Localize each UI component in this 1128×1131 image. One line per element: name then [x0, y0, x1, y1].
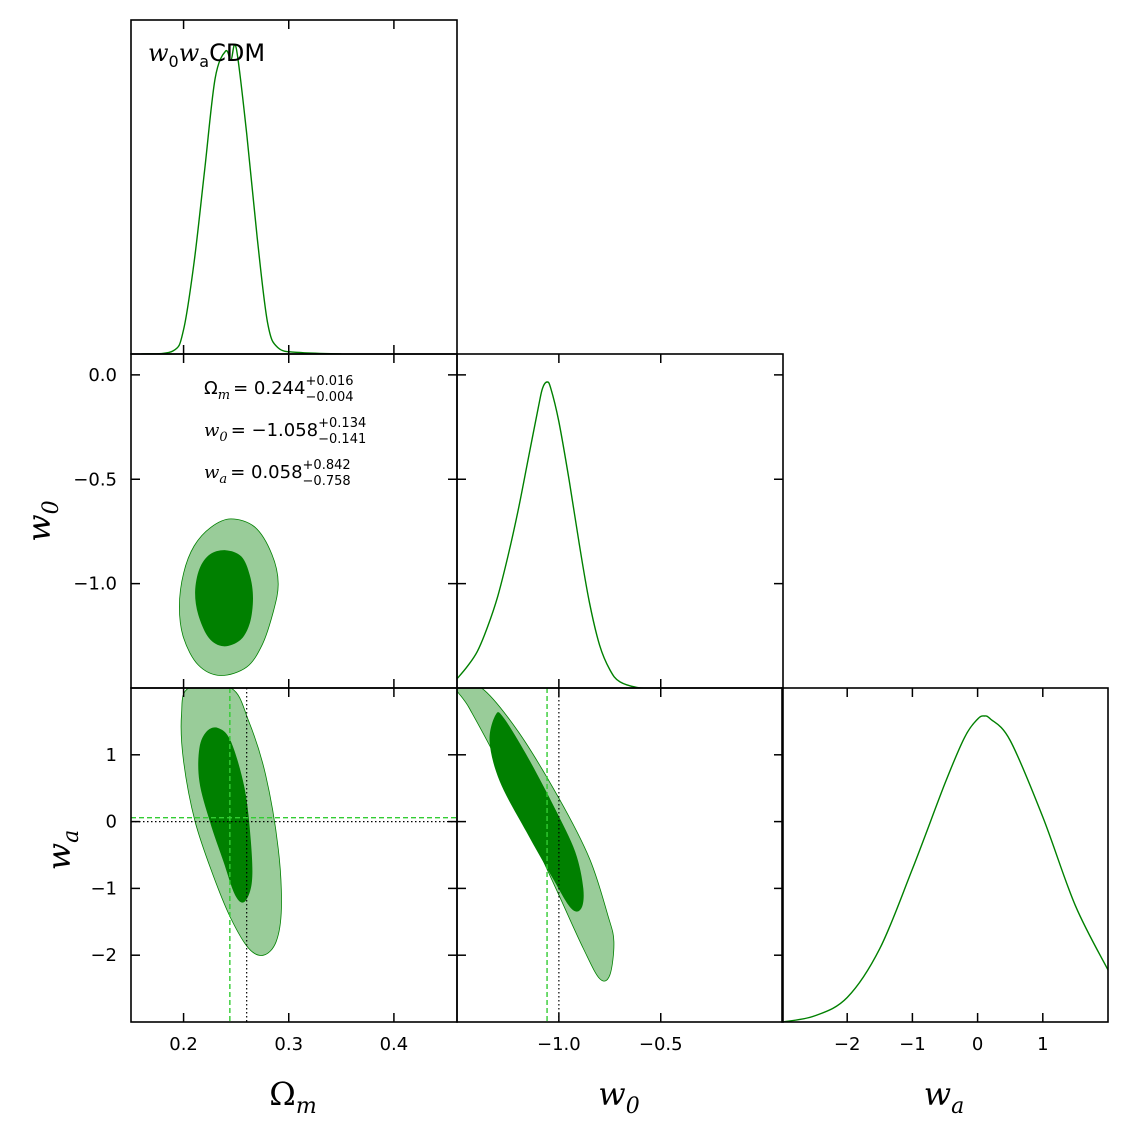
param-annotation-value: = 0.244	[233, 378, 305, 399]
marginal-wa	[782, 715, 1108, 1022]
contour-68-Om-w0	[195, 550, 253, 647]
marginal-curve-w0	[457, 381, 661, 688]
param-annotation-inf: −0.004	[305, 390, 353, 405]
model-title-w: w	[148, 39, 169, 67]
model-title-suffix: CDM	[209, 39, 265, 67]
model-title: w0waCDM	[148, 39, 265, 71]
param-annotation-sub: m	[218, 388, 230, 403]
x-axis-label-Om: Ωm	[269, 1075, 316, 1119]
contour-w0-wa	[457, 688, 615, 982]
y-tick-label-w0: −1.0	[73, 574, 117, 595]
y-tick-label-w0: −0.5	[73, 469, 117, 490]
param-annotation-sup: +0.016	[305, 374, 353, 389]
param-annotation-value: = −1.058	[231, 420, 318, 441]
model-title-w2: w	[179, 39, 200, 67]
x-tick-label-Om: 0.4	[380, 1034, 409, 1055]
panel-frames-layer	[130, 19, 1109, 1023]
y-tick-label-wa: 0	[106, 812, 117, 833]
param-annotation-inf: −0.758	[303, 474, 351, 489]
x-tick-label-wa: −1	[899, 1034, 926, 1055]
y-axis-label-w0-symbol: w	[20, 514, 58, 541]
model-title-suba: a	[199, 52, 209, 71]
marginal-Om	[141, 43, 342, 354]
param-annotation-inf: −0.141	[318, 432, 366, 447]
x-axis-label-w0: w0	[598, 1075, 639, 1119]
x-tick-label-wa: 0	[972, 1034, 983, 1055]
x-tick-label-wa: 1	[1037, 1034, 1048, 1055]
y-axis-label-wa-subscript: a	[59, 830, 84, 843]
x-axis-label-w0-subscript: 0	[626, 1094, 640, 1119]
param-annotation-sup: +0.134	[318, 416, 366, 431]
param-annotation-symbol: w	[204, 420, 220, 441]
panel-frame-w0-w0	[456, 353, 784, 689]
contour-Om-wa	[180, 688, 282, 956]
panel-frame-w0-wa	[456, 687, 784, 1023]
panel-frame-wa-wa	[781, 687, 1109, 1023]
marginal-w0	[457, 381, 661, 688]
contour-Om-w0	[178, 518, 279, 676]
param-annotation-sup: +0.842	[303, 458, 351, 473]
param-annotation-value: = 0.058	[230, 462, 302, 483]
contour-68-Om-wa	[198, 727, 253, 903]
x-tick-label-w0: −0.5	[639, 1034, 683, 1055]
x-tick-label-Om: 0.2	[169, 1034, 198, 1055]
marginal-curve-wa	[782, 715, 1108, 1022]
x-axis-label-w0-symbol: w	[598, 1075, 625, 1113]
contour-68-w0-wa	[489, 712, 584, 912]
x-tick-label-w0: −1.0	[537, 1034, 581, 1055]
panel-frame-Om-wa	[130, 687, 458, 1023]
tick-marks-layer	[131, 20, 1044, 1022]
model-title-sub0: 0	[169, 52, 179, 71]
x-axis-label-wa-symbol: w	[924, 1075, 951, 1113]
curves-layer	[131, 43, 1108, 1022]
x-tick-label-Om: 0.3	[274, 1034, 303, 1055]
x-tick-label-wa: −2	[834, 1034, 861, 1055]
y-axis-label-wa-symbol: w	[40, 843, 78, 870]
y-axis-label-wa: wa	[40, 830, 84, 871]
panel-frame-Om-w0	[130, 353, 458, 689]
y-axis-label-w0-subscript: 0	[39, 500, 64, 514]
param-annotation-sub: 0	[219, 430, 227, 445]
y-tick-label-wa: −2	[90, 945, 117, 966]
text-layer: 0.2 0.3 0.4 −1.0 −0.5 −2 −1 0 1 0.0 −0.5 −1.0 1 0 −1 −2…	[20, 39, 1049, 1119]
y-tick-label-wa: −1	[90, 878, 117, 899]
param-annotation-symbol: Ω	[204, 378, 218, 399]
marker-lines-wa-horizontal	[131, 817, 457, 823]
param-annotation: w0 = −1.058+0.134 −0.141	[204, 416, 366, 447]
x-axis-label-Om-subscript: m	[296, 1094, 317, 1119]
contour-fills-layer	[178, 518, 615, 982]
y-axis-label-w0: w0	[20, 500, 64, 541]
param-annotation: wa = 0.058+0.842 −0.758	[204, 458, 351, 489]
param-annotation: Ωm = 0.244+0.016 −0.004	[204, 374, 354, 405]
x-axis-label-wa-subscript: a	[951, 1094, 964, 1119]
y-tick-label-w0: 0.0	[88, 365, 117, 386]
panel-frame-Om-Om	[130, 19, 458, 355]
param-annotation-sub: a	[219, 472, 227, 487]
x-axis-label-wa: wa	[924, 1075, 965, 1119]
marginal-curve-Om	[141, 43, 342, 354]
x-axis-label-Om-symbol: Ω	[269, 1075, 296, 1113]
param-annotation-symbol: w	[204, 462, 220, 483]
y-tick-label-wa: 1	[106, 745, 117, 766]
